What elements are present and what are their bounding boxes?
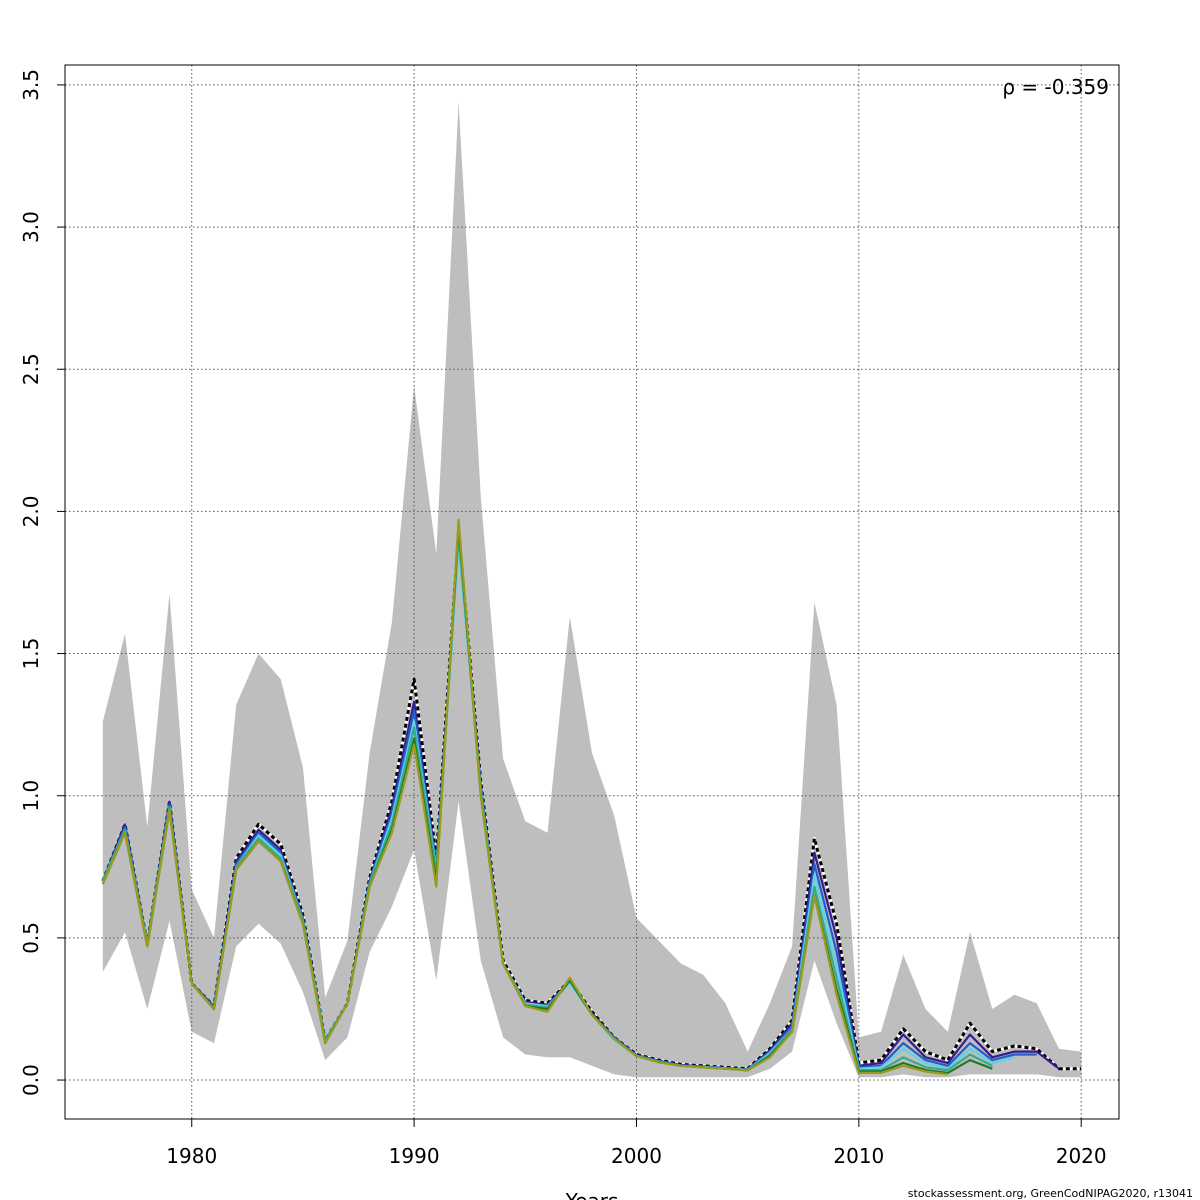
axis-layer: 1980 1990 2000 2010 2020 0.0 0.5 1.0 1.5 2.0 2.5 3.… [19, 69, 1107, 1168]
series-layer [101, 518, 1082, 1076]
y-tick-label: 3.0 [19, 211, 43, 243]
series-line-6 [101, 518, 948, 1076]
y-tick-label: 3.5 [19, 69, 43, 101]
x-tick-label: 1980 [166, 1144, 217, 1168]
confidence-band-layer [102, 102, 1082, 1078]
rho-annotation: ρ = -0.359 [1002, 75, 1109, 99]
x-tick-label: 1990 [389, 1144, 440, 1168]
x-tick-label: 2020 [1056, 1144, 1107, 1168]
footer-credit: stockassessment.org, GreenCodNIPAG2020, … [908, 1187, 1193, 1200]
plot-frame [64, 64, 1120, 1120]
x-axis-title: Years [565, 1189, 619, 1200]
y-tick-label: 1.5 [19, 638, 43, 670]
confidence-band [102, 102, 1082, 1078]
y-tick-label: 2.0 [19, 495, 43, 527]
y-tick-label: 0.0 [19, 1064, 43, 1096]
x-tick-label: 2010 [833, 1144, 884, 1168]
x-tick-label: 2000 [611, 1144, 662, 1168]
y-tick-label: 0.5 [19, 922, 43, 954]
y-tick-label: 1.0 [19, 780, 43, 812]
y-tick-label: 2.5 [19, 353, 43, 385]
